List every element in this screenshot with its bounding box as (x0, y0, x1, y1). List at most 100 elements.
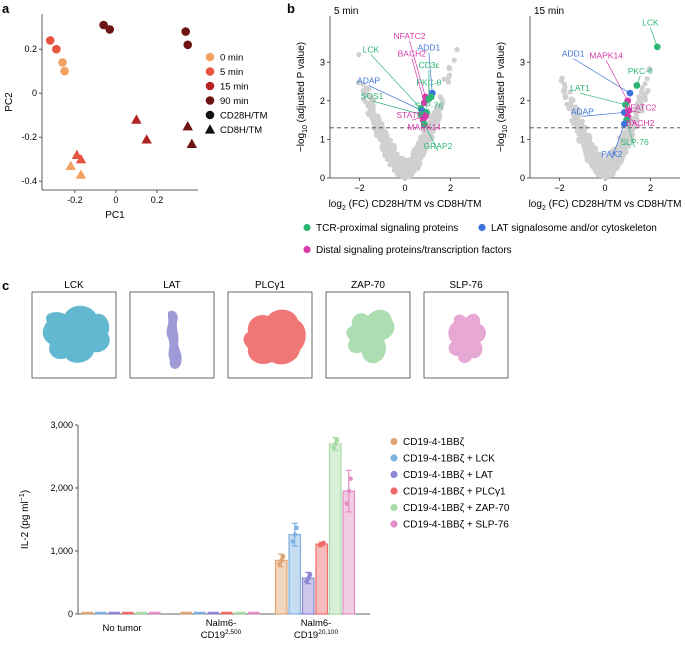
background-point (579, 118, 585, 124)
replicate-dot (304, 579, 309, 584)
background-point (581, 127, 587, 133)
protein-box (227, 291, 313, 379)
background-point (388, 142, 394, 148)
background-point (570, 120, 577, 126)
pca-point-triangle (186, 138, 198, 148)
highlighted-protein-point (427, 93, 435, 101)
volcano-15min-chart: 0 1 2 3 −2 0 2 15 min log2 (FC) CD28H/TM vs CD8H… (496, 6, 681, 212)
label-leader-line (370, 54, 422, 109)
protein-box-label: PLCγ1 (255, 280, 285, 291)
protein-box (325, 291, 411, 379)
y-tick-label: -0.2 (21, 132, 37, 142)
label-leader-line (605, 60, 629, 102)
background-point (587, 149, 594, 155)
y-tick-label: 2,000 (50, 483, 73, 493)
background-point (361, 88, 367, 94)
label-leader-line (409, 41, 426, 98)
background-point (614, 156, 620, 162)
group-label: Nalm6- (301, 618, 332, 629)
background-point (445, 79, 452, 85)
legend-label-time: 0 min (220, 53, 243, 64)
protein-label: NFATC2 (624, 103, 656, 113)
label-leader-line (611, 123, 625, 159)
group-label: Nalm6- (206, 618, 237, 629)
replicate-dot (279, 558, 284, 563)
bar (315, 543, 329, 615)
x-axis-title: PC1 (105, 210, 125, 221)
volcano-5min-chart: 0 1 2 3 −2 0 2 5 min log2 (FC) CD28H/TM vs CD8H/… (296, 6, 481, 212)
highlighted-protein-point (653, 43, 661, 51)
legend-marker-shape (205, 110, 215, 120)
y-axis-title: IL-2 (pg ml−1) (19, 490, 31, 549)
panel-letter-a: a (2, 1, 10, 16)
y-tick-label: 3 (520, 57, 525, 67)
label-leader-line (582, 112, 625, 117)
background-point (415, 152, 421, 159)
background-point (439, 97, 445, 103)
protein-label: STAT5A (396, 110, 427, 120)
legend-marker-time (205, 67, 215, 76)
legend-label-category: Distal signaling proteins/transcription … (316, 245, 512, 256)
panel-letter-b: b (287, 1, 295, 16)
il2-legend: CD19-4-1BBζ CD19-4-1BBζ + LCK CD19-4-1BBζ … (390, 437, 510, 531)
highlighted-protein-point (420, 120, 428, 128)
background-point (415, 162, 421, 168)
bar (274, 559, 288, 615)
label-leader-line (371, 100, 422, 115)
background-point (564, 101, 570, 107)
background-point (562, 86, 568, 92)
legend-label-series: CD19-4-1BBζ + SLP-76 (403, 520, 509, 531)
x-tick-label: −2 (554, 183, 564, 193)
pca-point-circle (181, 27, 190, 36)
protein-label: SOS1 (361, 91, 384, 101)
background-point (561, 81, 567, 87)
protein-label: NFATC2 (394, 31, 426, 41)
x-tick-label: -0.2 (67, 195, 83, 205)
background-point (593, 146, 599, 152)
background-point (366, 86, 372, 92)
protein-label: PAK2 (601, 149, 622, 159)
pca-point-circle (45, 36, 55, 45)
legend-marker-category (303, 223, 311, 232)
protein-label: BACH2 (626, 118, 655, 128)
x-tick-label: 2 (648, 183, 653, 193)
background-point (638, 101, 645, 107)
background-point (447, 66, 453, 72)
background-point (422, 135, 428, 141)
legend-marker-series (390, 470, 398, 479)
protein-box-label: LAT (163, 280, 181, 291)
pca-point-circle (60, 66, 69, 76)
background-point (407, 158, 414, 164)
pca-point-triangle (71, 149, 83, 159)
background-point (617, 160, 623, 166)
label-leader-line (411, 58, 425, 103)
legend-label-category: TCR-proximal signaling proteins (316, 223, 458, 234)
legend-marker-category (303, 245, 311, 254)
y-tick-label: 0 (32, 88, 37, 98)
label-leader-line (579, 92, 626, 106)
background-point (621, 137, 627, 143)
y-axis-title: −log10 (adjusted P value) (496, 42, 509, 152)
y-tick-label: 0 (68, 609, 73, 619)
protein-box-label: ZAP-70 (351, 280, 385, 291)
background-point (582, 138, 588, 144)
background-point (595, 156, 601, 162)
background-point (635, 101, 641, 107)
y-tick-label: 3,000 (50, 420, 73, 430)
pca-point-circle (58, 58, 67, 67)
y-tick-label: 0 (520, 173, 525, 183)
protein-structure-shape (346, 309, 395, 364)
background-point (417, 148, 423, 154)
background-point (621, 151, 627, 157)
background-point (646, 67, 652, 73)
background-point (451, 57, 457, 63)
group-label: No tumor (102, 623, 141, 634)
background-point (447, 72, 453, 78)
legend-marker-shape (204, 124, 216, 134)
background-point (619, 144, 625, 150)
background-point (642, 81, 648, 87)
group-label-line2: CD1920,100 (294, 629, 339, 641)
y-axis-title: −log10 (adjusted P value) (296, 42, 309, 152)
background-point (567, 105, 573, 111)
background-point (644, 76, 650, 82)
